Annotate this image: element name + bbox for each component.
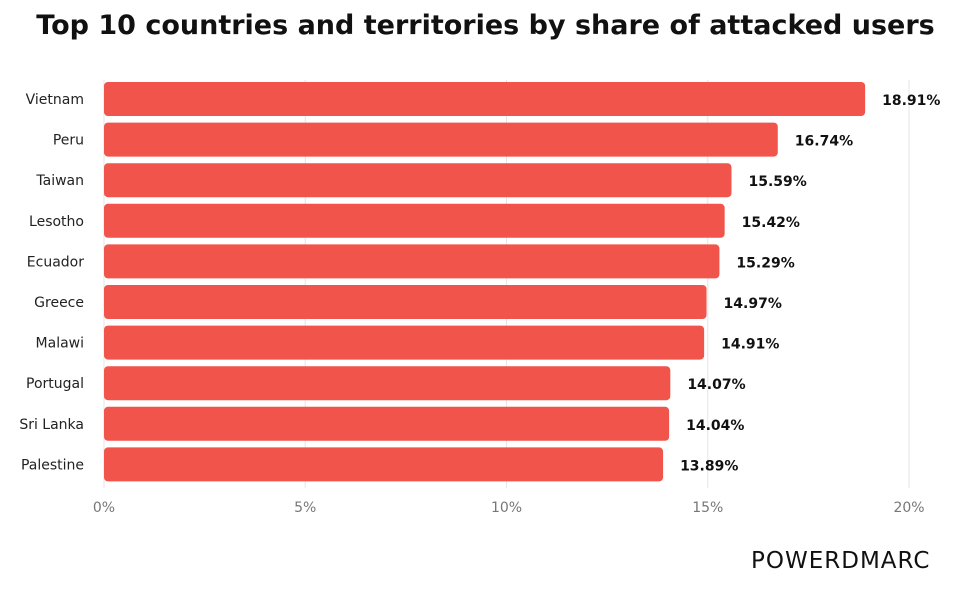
logo-text: POWERDMARC (751, 548, 931, 574)
chart-title: Top 10 countries and territories by shar… (36, 10, 935, 41)
category-label: Taiwan (35, 173, 84, 189)
category-label: Palestine (21, 457, 84, 473)
bar (104, 366, 671, 401)
x-tick-label: 20% (893, 500, 924, 516)
bar (104, 447, 664, 482)
data-label: 13.89% (680, 458, 738, 474)
data-label: 14.07% (687, 377, 745, 393)
category-label: Vietnam (26, 92, 84, 108)
category-label: Sri Lanka (19, 417, 84, 433)
bar (104, 406, 670, 441)
data-label: 14.97% (724, 296, 782, 312)
bar (104, 285, 707, 319)
bar-layer (104, 82, 866, 482)
x-tick-label: 10% (491, 500, 522, 516)
category-label: Peru (53, 133, 84, 149)
bar (104, 163, 732, 198)
bar (104, 82, 866, 116)
powerdmarc-logo: POWERDMARC (751, 545, 931, 577)
x-tick-label: 0% (93, 500, 115, 516)
x-tick-label: 5% (294, 500, 316, 516)
category-label: Ecuador (27, 254, 84, 270)
x-axis-ticks: 0% 5% 10% 15% 20% (93, 500, 925, 516)
data-label: 15.42% (742, 215, 800, 231)
data-label: 15.29% (736, 255, 794, 271)
category-label: Lesotho (29, 214, 84, 230)
data-label: 14.91% (721, 337, 779, 353)
category-label: Greece (34, 295, 84, 311)
bar (104, 203, 725, 238)
x-tick-label: 15% (692, 500, 723, 516)
category-label: Portugal (26, 376, 84, 392)
category-label: Malawi (36, 336, 84, 352)
data-label: 15.59% (748, 174, 806, 190)
bar (104, 244, 720, 279)
bar (104, 325, 705, 360)
data-label: 16.74% (795, 134, 853, 150)
label-layer: Vietnam 18.91% Peru 16.74% Taiwan 15.59% Lesot… (19, 92, 940, 474)
data-label: 18.91% (882, 93, 940, 109)
bar (104, 122, 778, 157)
data-label: 14.04% (686, 418, 744, 434)
